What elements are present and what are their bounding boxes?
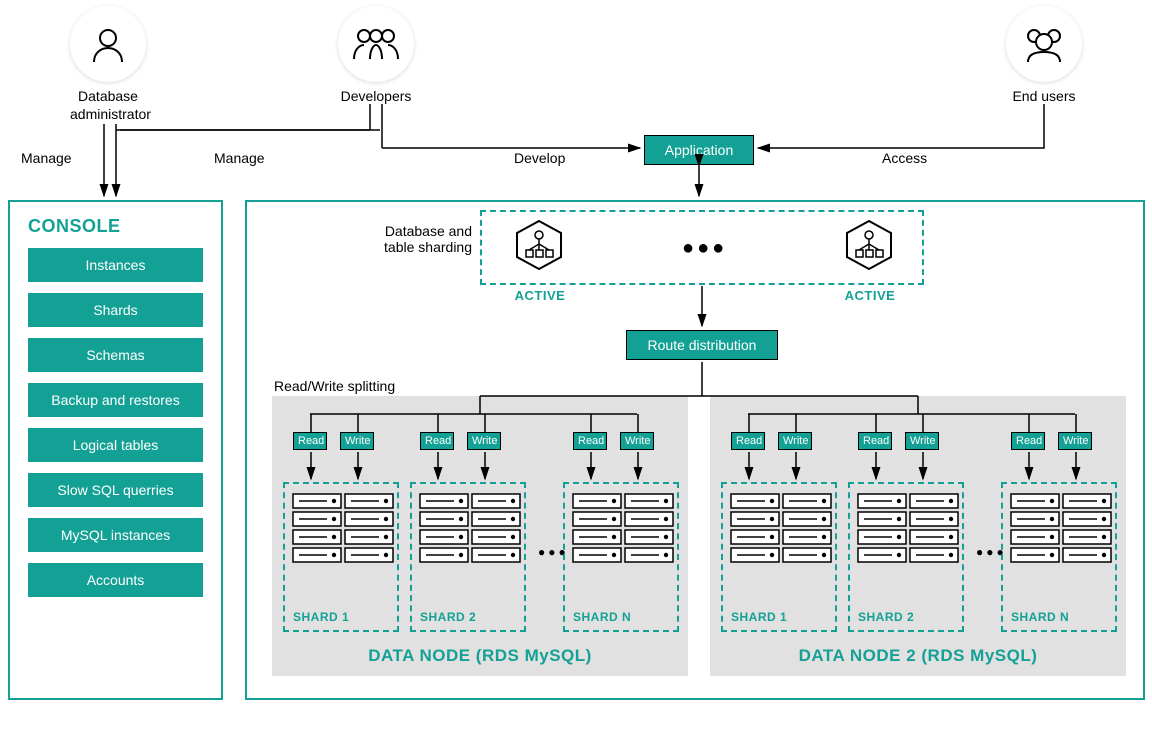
- shard-box: SHARD 1: [721, 482, 837, 632]
- sharding-node-icon: [512, 218, 566, 272]
- read-chip: Read: [731, 432, 765, 450]
- write-chip: Write: [1058, 432, 1092, 450]
- console-item[interactable]: Schemas: [28, 338, 203, 372]
- console-item[interactable]: Logical tables: [28, 428, 203, 462]
- shard-box: SHARD 2: [848, 482, 964, 632]
- console-item[interactable]: Accounts: [28, 563, 203, 597]
- avatar-endusers: [1006, 6, 1082, 82]
- edge-label-manage1: Manage: [17, 150, 76, 166]
- edge-label-develop: Develop: [510, 150, 569, 166]
- console-panel: CONSOLE Instances Shards Schemas Backup and…: [8, 200, 223, 700]
- rw-heading: Read/Write splitting: [274, 378, 395, 394]
- shard-box: SHARD N: [1001, 482, 1117, 632]
- actor-endusers: End users: [1006, 6, 1082, 106]
- actor-developers: Developers: [338, 6, 414, 106]
- route-box: Route distribution: [626, 330, 778, 360]
- active-label: ACTIVE: [830, 288, 910, 303]
- avatar-dba: [70, 6, 146, 82]
- sharding-node-icon: [842, 218, 896, 272]
- server-rack-icon: [412, 484, 528, 634]
- sharding-box: ACTIVE ●●● ACTIVE: [480, 210, 924, 285]
- users-group-icon: [1020, 24, 1068, 64]
- write-chip: Write: [467, 432, 501, 450]
- actor-label: Database administrator: [70, 88, 146, 123]
- read-chip: Read: [858, 432, 892, 450]
- server-rack-icon: [850, 484, 966, 634]
- read-chip: Read: [293, 432, 327, 450]
- write-chip: Write: [340, 432, 374, 450]
- console-title: CONSOLE: [28, 216, 203, 237]
- application-box: Application: [644, 135, 754, 165]
- avatar-developers: [338, 6, 414, 82]
- shard-box: SHARD 2: [410, 482, 526, 632]
- server-rack-icon: [723, 484, 839, 634]
- console-item[interactable]: MySQL instances: [28, 518, 203, 552]
- data-node-title: DATA NODE (RDS MySQL): [272, 646, 688, 666]
- actor-label: Developers: [338, 88, 414, 106]
- active-label: ACTIVE: [500, 288, 580, 303]
- user-icon: [88, 24, 128, 64]
- shard-box: SHARD N: [563, 482, 679, 632]
- users-icon: [352, 25, 400, 63]
- console-item[interactable]: Backup and restores: [28, 383, 203, 417]
- actor-dba: Database administrator: [70, 6, 146, 123]
- read-chip: Read: [573, 432, 607, 450]
- read-chip: Read: [420, 432, 454, 450]
- console-item[interactable]: Instances: [28, 248, 203, 282]
- console-item[interactable]: Shards: [28, 293, 203, 327]
- server-rack-icon: [285, 484, 401, 634]
- data-node-title: DATA NODE 2 (RDS MySQL): [710, 646, 1126, 666]
- edge-label-access: Access: [878, 150, 931, 166]
- write-chip: Write: [778, 432, 812, 450]
- write-chip: Write: [620, 432, 654, 450]
- console-item[interactable]: Slow SQL querries: [28, 473, 203, 507]
- server-rack-icon: [565, 484, 681, 634]
- write-chip: Write: [905, 432, 939, 450]
- actor-label: End users: [1006, 88, 1082, 106]
- sharding-heading: Database and table sharding: [377, 223, 472, 255]
- ellipsis-icon: ●●●: [682, 237, 727, 260]
- read-chip: Read: [1011, 432, 1045, 450]
- server-rack-icon: [1003, 484, 1119, 634]
- edge-label-manage2: Manage: [210, 150, 269, 166]
- shard-box: SHARD 1: [283, 482, 399, 632]
